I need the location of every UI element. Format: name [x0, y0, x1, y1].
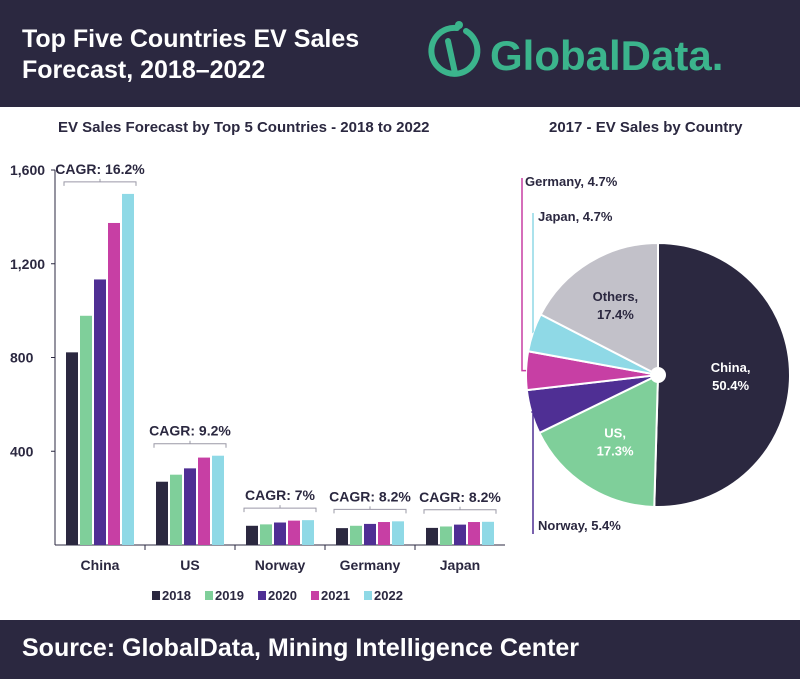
title-line-1: Top Five Countries EV Sales: [22, 25, 360, 53]
legend-swatch-2018: [152, 591, 160, 600]
pie-callout-label: Norway, 5.4%: [538, 518, 621, 533]
bar-2019: [350, 525, 362, 545]
pie-callout-label: Japan, 4.7%: [538, 209, 613, 224]
bar-chart-title: EV Sales Forecast by Top 5 Countries - 2…: [58, 119, 430, 136]
cagr-bracket: [333, 506, 407, 514]
cagr-label: CAGR: 16.2%: [55, 161, 145, 177]
logo-text: GlobalData.: [490, 32, 723, 79]
pie-label-value: 17.3%: [597, 444, 634, 459]
y-tick-label: 1,200: [10, 256, 45, 272]
x-tick-label: Norway: [255, 557, 306, 573]
bar-2019: [170, 474, 182, 545]
footer-banner: Source: GlobalData, Mining Intelligence …: [0, 620, 800, 679]
cagr-bracket: [63, 178, 137, 186]
cagr-bracket: [423, 506, 497, 514]
y-tick-label: 400: [10, 443, 34, 459]
cagr-label: CAGR: 7%: [245, 487, 316, 503]
logo-mark-icon: [428, 21, 481, 77]
bar-2020: [94, 279, 106, 545]
legend-swatch-2021: [311, 591, 319, 600]
bar-2021: [288, 520, 300, 545]
x-tick-label: Germany: [340, 557, 401, 573]
pie-chart: China, 50.4% US, 17.3% Others, 17.4% Norway, 5…: [521, 174, 791, 534]
globaldata-logo: GlobalData.: [428, 21, 723, 79]
pie-slice-china: [653, 241, 791, 508]
pie-label-name: China,: [711, 360, 751, 375]
bar-2018: [246, 525, 258, 545]
legend-label: 2022: [374, 588, 403, 603]
bar-2018: [66, 352, 78, 545]
page-title: Top Five Countries EV Sales Forecast, 20…: [22, 24, 402, 86]
bar-2022: [302, 520, 314, 545]
bar-2019: [80, 315, 92, 545]
y-tick-label: 1,600: [10, 162, 45, 178]
source-text: Source: GlobalData, Mining Intelligence …: [22, 634, 580, 662]
cagr-bracket: [153, 440, 227, 448]
bar-2019: [260, 524, 272, 545]
bar-2021: [108, 222, 120, 545]
legend-swatch-2019: [205, 591, 213, 600]
cagr-label: CAGR: 8.2%: [329, 488, 411, 504]
pie-center-dot: [650, 367, 666, 383]
header-banner: Top Five Countries EV Sales Forecast, 20…: [0, 0, 800, 107]
pie-leader-line: [531, 411, 534, 534]
bar-2019: [440, 526, 452, 545]
title-line-2: Forecast, 2018–2022: [22, 56, 266, 84]
bar-2021: [378, 522, 390, 545]
pie-callout-label: Germany, 4.7%: [525, 174, 618, 189]
bar-2018: [156, 481, 168, 545]
bar-chart: 400 800 1,200 1,600 China CAGR: 16.2% US CAGR: …: [10, 161, 505, 603]
legend-label: 2020: [268, 588, 297, 603]
legend-swatch-2022: [364, 591, 372, 600]
x-tick-label: China: [81, 557, 120, 573]
bar-2022: [122, 193, 134, 545]
pie-slice-others: [539, 241, 659, 377]
bar-2020: [364, 523, 376, 545]
legend-label: 2019: [215, 588, 244, 603]
bar-2022: [392, 521, 404, 545]
bar-2020: [184, 468, 196, 545]
pie-label-value: 50.4%: [712, 378, 749, 393]
bar-2020: [454, 524, 466, 545]
cagr-bracket: [243, 505, 317, 513]
x-tick-label: Japan: [440, 557, 480, 573]
bar-2020: [274, 522, 286, 545]
legend-label: 2021: [321, 588, 350, 603]
pie-label-name: US,: [604, 426, 626, 441]
pie-label-name: Others,: [593, 289, 639, 304]
y-tick-label: 800: [10, 350, 34, 366]
x-tick-label: US: [180, 557, 199, 573]
legend-swatch-2020: [258, 591, 266, 600]
cagr-label: CAGR: 8.2%: [419, 489, 501, 505]
bar-2018: [426, 527, 438, 545]
pie-label-value: 17.4%: [597, 307, 634, 322]
legend-label: 2018: [162, 588, 191, 603]
bar-2021: [198, 457, 210, 545]
pie-slice-us: [538, 373, 660, 508]
bar-2021: [468, 522, 480, 545]
pie-leader-line: [521, 178, 527, 372]
bar-2022: [212, 455, 224, 545]
pie-chart-title: 2017 - EV Sales by Country: [549, 119, 743, 136]
bar-2022: [482, 521, 494, 545]
bar-2018: [336, 528, 348, 545]
cagr-label: CAGR: 9.2%: [149, 423, 231, 439]
